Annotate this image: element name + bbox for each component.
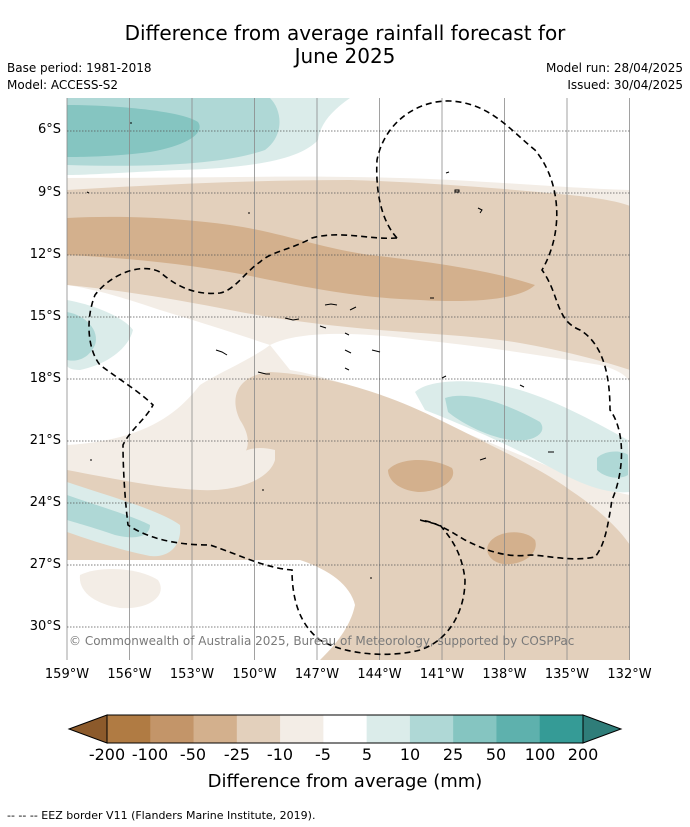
title-line-1: Difference from average rainfall forecas… [124, 21, 566, 45]
colorbar-tick-label: -5 [315, 745, 331, 764]
lon-label: 135°W [544, 667, 590, 682]
meta-left: Base period: 1981-2018 Model: ACCESS-S2 [7, 60, 152, 94]
wet-zone-central-2 [445, 395, 543, 441]
colorbar-cell [280, 715, 324, 743]
island [284, 317, 300, 321]
wet-zone-east [597, 451, 628, 478]
colorbar-tick-label: -25 [223, 745, 251, 764]
lat-label: 18°S [29, 371, 61, 386]
neutral-zone-south [67, 448, 275, 491]
map-title: Difference from average rainfall forecas… [0, 22, 690, 68]
dry-zone-south-3 [487, 532, 536, 565]
issued-text: Issued: 30/04/2025 [567, 78, 683, 92]
colorbar-tick-label: 25 [442, 745, 464, 764]
colorbar-cell [409, 715, 454, 743]
island [477, 207, 483, 214]
island [441, 375, 447, 379]
colorbar-tick-label: -10 [266, 745, 294, 764]
colorbar [67, 714, 623, 744]
colorbar-frame [106, 714, 584, 744]
lat-label: 21°S [29, 433, 61, 448]
colorbar-tick-label: -200 [88, 745, 126, 764]
colorbar-cell [193, 715, 238, 743]
lat-label: 6°S [37, 122, 61, 137]
island [479, 457, 487, 461]
island [445, 171, 450, 174]
lat-label: 12°S [29, 247, 61, 262]
colorbar-arrow-left [67, 714, 108, 744]
copyright-text: © Commonwealth of Australia 2025, Bureau… [69, 634, 575, 648]
lon-label: 147°W [294, 667, 340, 682]
title-line-2: June 2025 [294, 44, 396, 68]
lat-label: 9°S [37, 185, 61, 200]
island [349, 306, 357, 311]
eez-legend-text: -- -- -- EEZ border V11 (Flanders Marine… [7, 809, 316, 822]
island [324, 303, 338, 306]
lon-label: 159°W [44, 667, 90, 682]
colorbar-cell [539, 715, 584, 743]
island [519, 384, 525, 388]
eez-border-east [375, 100, 623, 560]
lat-label: 24°S [29, 495, 61, 510]
colorbar-tick-label: 100 [524, 745, 556, 764]
colorbar-tick-label: -50 [179, 745, 207, 764]
colorbar-cell [453, 715, 497, 743]
dry-zone-southeast [558, 562, 630, 622]
lon-label: 132°W [607, 667, 652, 682]
colorbar-title: Difference from average (mm) [207, 771, 483, 792]
lon-label: 156°W [107, 667, 152, 682]
colorbar-tick-label: 50 [485, 745, 507, 764]
island [319, 325, 327, 329]
model-run-text: Model run: 28/04/2025 [545, 61, 683, 75]
neutral-blob-south [79, 568, 161, 609]
colorbar-cell [366, 715, 411, 743]
island [454, 189, 460, 193]
lat-label: 27°S [29, 557, 61, 572]
lat-label: 15°S [29, 309, 61, 324]
model-text: Model: ACCESS-S2 [7, 78, 119, 92]
islands [86, 122, 554, 579]
colorbar-cell [323, 715, 368, 743]
island [344, 332, 350, 336]
colorbar-tick-label: 200 [567, 745, 599, 764]
island [215, 349, 228, 356]
dry-zone-south-2 [388, 459, 454, 492]
lat-gridlines [67, 130, 630, 628]
colorbar-tick-label: 10 [399, 745, 421, 764]
lon-label: 141°W [419, 667, 465, 682]
base-period-text: Base period: 1981-2018 [7, 61, 152, 75]
island [371, 349, 381, 353]
lon-label: 144°W [357, 667, 402, 682]
island [257, 371, 270, 375]
meta-right: Model run: 28/04/2025 Issued: 30/04/2025 [546, 60, 683, 94]
lon-label: 138°W [482, 667, 527, 682]
lon-label: 153°W [169, 667, 215, 682]
island [344, 349, 352, 354]
colorbar-cell [496, 715, 541, 743]
dry-zone-north-2 [67, 216, 535, 302]
eez-border [88, 100, 623, 656]
lat-label: 30°S [29, 619, 61, 634]
colorbar-tick-label: -100 [131, 745, 169, 764]
colorbar-cells [107, 715, 584, 743]
colorbar-cell [107, 715, 151, 743]
colorbar-arrow-right [582, 714, 623, 744]
island [86, 191, 90, 194]
colorbar-tick-label: 5 [361, 745, 373, 764]
colorbar-cell [150, 715, 195, 743]
lon-label: 150°W [232, 667, 277, 682]
colorbar-cell [236, 715, 281, 743]
island [344, 367, 350, 371]
